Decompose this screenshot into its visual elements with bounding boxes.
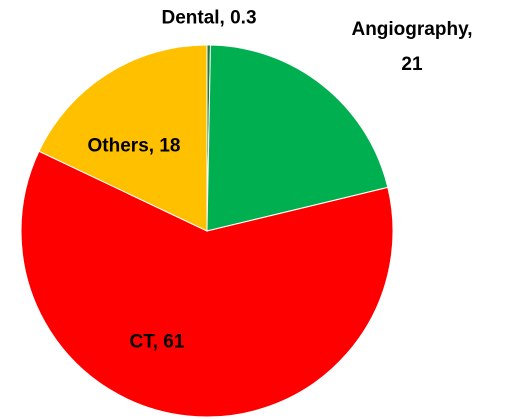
pie-slice [20,150,394,418]
pie-slice [206,44,389,232]
pie-slice [38,44,208,232]
data-label: CT, 61 [129,331,185,353]
data-label: Others, 18 [87,135,181,157]
data-label: Angiography, 21 [351,19,473,75]
data-label: Dental, 0.3 [161,7,257,29]
